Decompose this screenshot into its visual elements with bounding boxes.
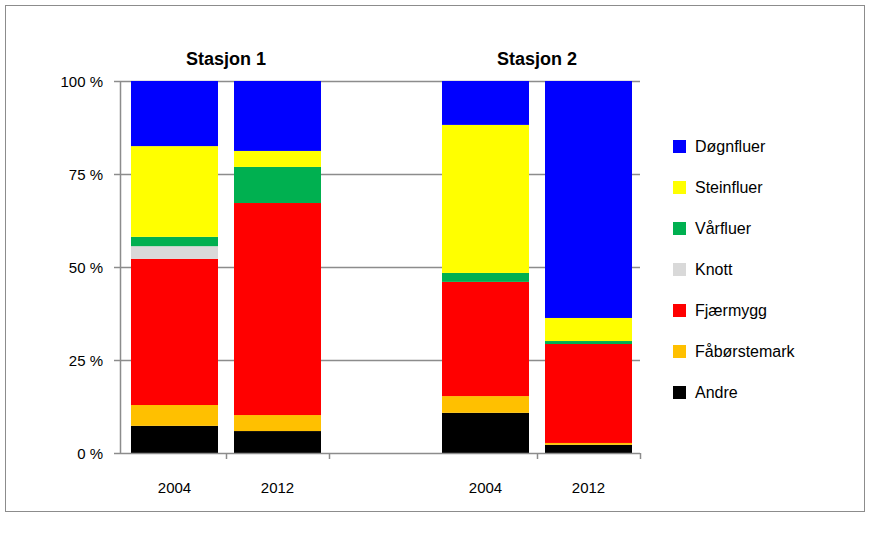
x-tick-label: 2004 xyxy=(469,479,502,496)
legend-swatch xyxy=(673,263,686,276)
y-tick-label: 75 % xyxy=(69,166,103,183)
bar-segment xyxy=(442,125,529,273)
bars xyxy=(442,81,632,453)
frame xyxy=(6,6,865,512)
y-tick xyxy=(114,360,120,362)
bar-segment xyxy=(234,167,321,203)
x-tick-label: 2012 xyxy=(572,479,605,496)
chart: 0 % 25 % 50 % 75 % 100 % 2004 2012 Stasjon 1 200… xyxy=(0,0,870,533)
plot-0: 0 % 25 % 50 % 75 % 100 % 2004 2012 Stasjon 1 xyxy=(60,49,381,496)
legend-swatch xyxy=(673,386,686,399)
bar-segment xyxy=(131,81,218,146)
bars xyxy=(131,81,321,453)
bar-segment xyxy=(131,237,218,246)
y-axis xyxy=(120,81,122,453)
legend-swatch xyxy=(673,345,686,358)
y-tick-label: 25 % xyxy=(69,352,103,369)
legend-swatch xyxy=(673,181,686,194)
legend-label: Fåbørstemark xyxy=(695,343,796,360)
bar-segment xyxy=(442,413,529,453)
y-tick xyxy=(114,81,120,83)
bar-segment xyxy=(442,273,529,282)
x-axis xyxy=(381,453,640,455)
bar-segment xyxy=(545,443,632,445)
chart-title: Stasjon 2 xyxy=(497,49,577,69)
bar-segment xyxy=(442,81,529,125)
y-tick-label: 0 % xyxy=(77,445,103,462)
bar-segment xyxy=(234,415,321,431)
legend: Døgnfluer Steinfluer Vårfluer Knott Fjærmygg… xyxy=(673,138,796,401)
bar-segment xyxy=(545,445,632,453)
bar-segment xyxy=(442,396,529,413)
bar-segment xyxy=(234,151,321,167)
chart-title: Stasjon 1 xyxy=(186,49,266,69)
y-tick xyxy=(114,267,120,269)
bar-segment xyxy=(131,426,218,453)
legend-swatch xyxy=(673,140,686,153)
bar-segment xyxy=(545,81,632,318)
x-tick-label: 2004 xyxy=(158,479,191,496)
y-tick-label: 100 % xyxy=(60,73,103,90)
y-tick-label: 50 % xyxy=(69,259,103,276)
legend-label: Steinfluer xyxy=(695,179,763,196)
bar-segment xyxy=(545,344,632,443)
legend-label: Døgnfluer xyxy=(695,138,766,155)
background xyxy=(0,0,870,533)
x-tick-label: 2012 xyxy=(261,479,294,496)
bar-segment xyxy=(442,282,529,396)
bar-segment xyxy=(131,405,218,426)
y-tick xyxy=(114,453,120,455)
legend-label: Fjærmygg xyxy=(695,302,767,319)
bar-segment xyxy=(234,203,321,415)
x-axis xyxy=(120,453,381,455)
y-tick xyxy=(114,174,120,176)
legend-label: Andre xyxy=(695,384,738,401)
bar-segment xyxy=(131,246,218,259)
legend-swatch xyxy=(673,222,686,235)
bar-segment xyxy=(131,259,218,405)
bar-segment xyxy=(234,81,321,151)
bar-segment xyxy=(545,341,632,344)
legend-swatch xyxy=(673,304,686,317)
bar-segment xyxy=(545,318,632,341)
bar-segment xyxy=(131,146,218,237)
bar-segment xyxy=(234,431,321,453)
plot-1: 2004 2012 Stasjon 2 xyxy=(381,49,641,496)
legend-label: Vårfluer xyxy=(695,220,752,237)
legend-label: Knott xyxy=(695,261,733,278)
